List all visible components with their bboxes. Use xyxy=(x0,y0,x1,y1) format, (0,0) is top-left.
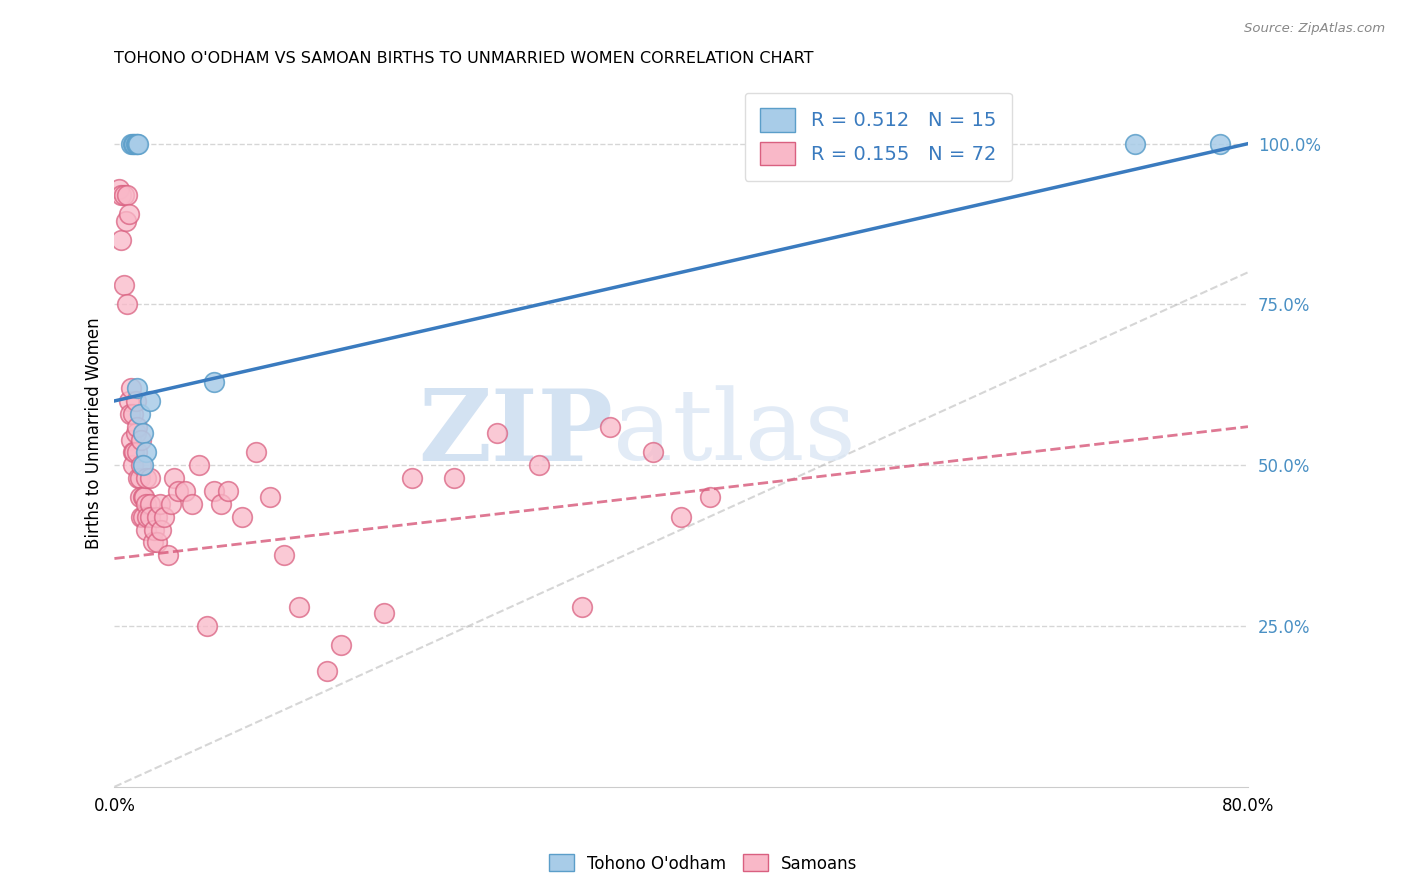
Point xyxy=(209,497,232,511)
Point xyxy=(142,535,165,549)
Legend: Tohono O'odham, Samoans: Tohono O'odham, Samoans xyxy=(541,847,865,880)
Point xyxy=(217,483,239,498)
Point xyxy=(443,471,465,485)
Point xyxy=(121,407,143,421)
Point xyxy=(1208,136,1230,151)
Point xyxy=(132,491,155,505)
Point xyxy=(143,523,166,537)
Text: TOHONO O'ODHAM VS SAMOAN BIRTHS TO UNMARRIED WOMEN CORRELATION CHART: TOHONO O'ODHAM VS SAMOAN BIRTHS TO UNMAR… xyxy=(114,51,814,66)
Point xyxy=(120,433,142,447)
Point xyxy=(121,136,143,151)
Point xyxy=(121,458,143,473)
Text: Source: ZipAtlas.com: Source: ZipAtlas.com xyxy=(1244,22,1385,36)
Point xyxy=(245,445,267,459)
Point xyxy=(122,445,145,459)
Point xyxy=(135,523,157,537)
Y-axis label: Births to Unmarried Women: Births to Unmarried Women xyxy=(86,318,103,549)
Point xyxy=(316,664,339,678)
Point xyxy=(529,458,551,473)
Point xyxy=(135,471,157,485)
Point xyxy=(128,471,150,485)
Point xyxy=(167,483,190,498)
Point xyxy=(599,419,621,434)
Point xyxy=(330,638,353,652)
Point xyxy=(107,182,129,196)
Point xyxy=(273,549,295,563)
Point xyxy=(131,509,153,524)
Point xyxy=(129,471,152,485)
Point xyxy=(146,509,169,524)
Point xyxy=(699,491,721,505)
Point xyxy=(115,188,138,202)
Point xyxy=(134,491,156,505)
Point xyxy=(129,491,152,505)
Point xyxy=(135,445,157,459)
Point xyxy=(115,297,138,311)
Point xyxy=(114,214,136,228)
Point xyxy=(287,599,309,614)
Point xyxy=(163,471,186,485)
Point xyxy=(135,497,157,511)
Point xyxy=(150,523,173,537)
Point xyxy=(181,497,204,511)
Point xyxy=(118,407,141,421)
Point xyxy=(132,426,155,441)
Point xyxy=(195,619,218,633)
Point xyxy=(131,433,153,447)
Point xyxy=(202,483,225,498)
Point xyxy=(174,483,197,498)
Point xyxy=(120,136,142,151)
Point xyxy=(641,445,664,459)
Point xyxy=(131,458,153,473)
Point xyxy=(139,393,162,408)
Point xyxy=(571,599,593,614)
Point xyxy=(129,407,152,421)
Point xyxy=(122,136,145,151)
Point xyxy=(124,393,146,408)
Point xyxy=(136,509,159,524)
Point xyxy=(139,509,162,524)
Point xyxy=(139,497,162,511)
Point xyxy=(121,445,143,459)
Point xyxy=(132,458,155,473)
Point xyxy=(124,426,146,441)
Point xyxy=(153,509,176,524)
Point xyxy=(373,606,395,620)
Point xyxy=(112,278,135,293)
Point xyxy=(112,188,135,202)
Point xyxy=(202,375,225,389)
Point xyxy=(110,188,132,202)
Point xyxy=(669,509,692,524)
Point xyxy=(125,381,148,395)
Point xyxy=(132,509,155,524)
Point xyxy=(139,471,162,485)
Point xyxy=(110,233,132,247)
Point xyxy=(1123,136,1146,151)
Point xyxy=(188,458,211,473)
Point xyxy=(231,509,253,524)
Point xyxy=(401,471,423,485)
Text: atlas: atlas xyxy=(613,385,856,481)
Point xyxy=(124,136,146,151)
Point xyxy=(125,445,148,459)
Point xyxy=(125,136,148,151)
Point xyxy=(128,136,150,151)
Legend: R = 0.512   N = 15, R = 0.155   N = 72: R = 0.512 N = 15, R = 0.155 N = 72 xyxy=(745,93,1011,181)
Point xyxy=(117,393,139,408)
Point xyxy=(125,419,148,434)
Point xyxy=(259,491,281,505)
Point xyxy=(117,207,139,221)
Point xyxy=(149,497,172,511)
Point xyxy=(160,497,183,511)
Point xyxy=(157,549,180,563)
Point xyxy=(485,426,508,441)
Point xyxy=(146,535,169,549)
Text: ZIP: ZIP xyxy=(419,384,613,482)
Point xyxy=(120,381,142,395)
